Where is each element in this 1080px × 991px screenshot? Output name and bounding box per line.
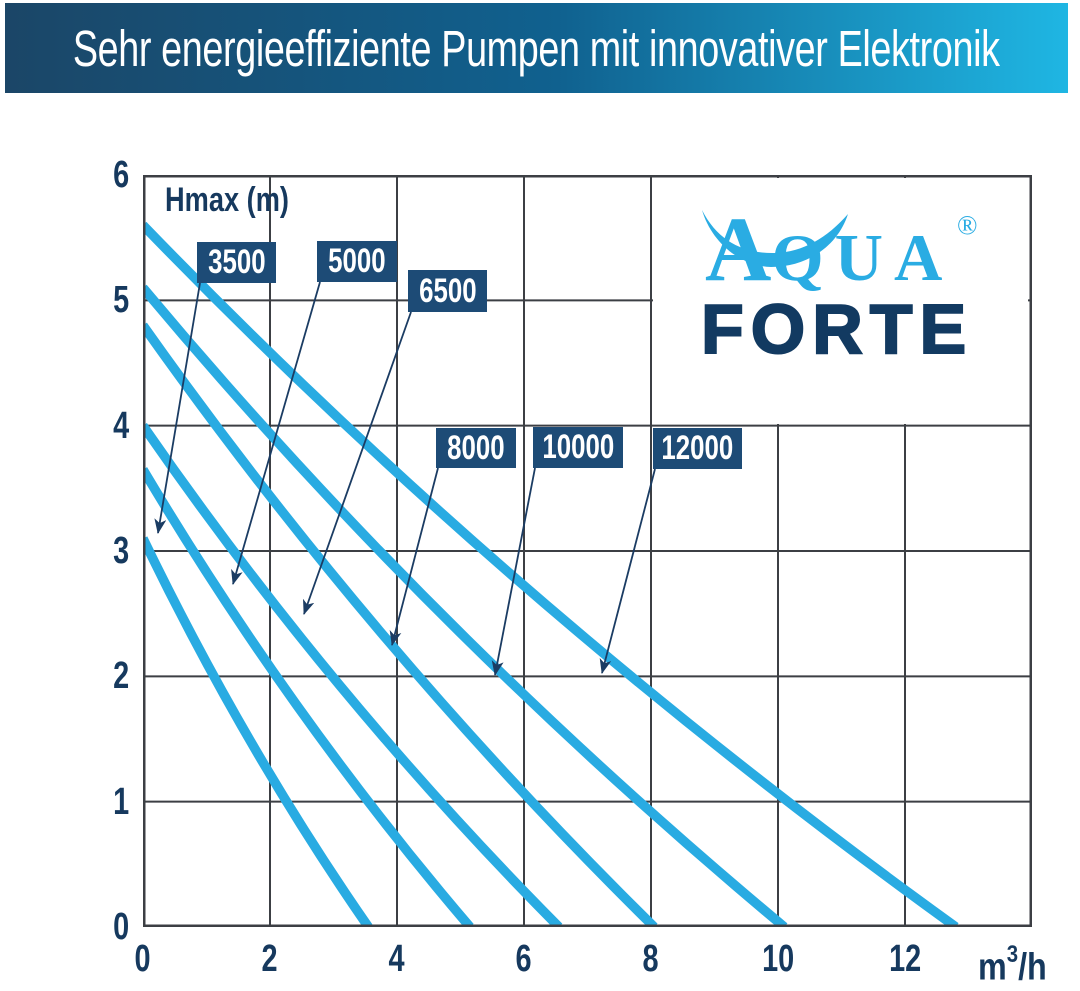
y-tick-0: 0 xyxy=(53,904,129,950)
curve-label-text: 3500 xyxy=(207,243,266,281)
plot-border xyxy=(143,175,1032,927)
x-tick-8: 8 xyxy=(611,936,691,982)
pump-curve-12000 xyxy=(143,221,959,927)
registered-trademark-icon: ® xyxy=(957,210,978,240)
x-tick-2: 2 xyxy=(230,936,310,982)
logo-background-mask xyxy=(653,178,1028,424)
y-tick-6: 6 xyxy=(53,152,129,198)
chart-canvas xyxy=(143,175,1032,927)
pump-curve-5000 xyxy=(143,467,474,927)
x-tick-text: 0 xyxy=(134,938,152,980)
leader-line-5000 xyxy=(231,281,321,585)
y-tick-text: 5 xyxy=(112,279,129,322)
x-tick-text: 4 xyxy=(388,938,406,980)
pump-curve-6500 xyxy=(143,422,563,927)
x-tick-text: 2 xyxy=(261,938,279,980)
title-banner: Sehr energieeffiziente Pumpen mit innova… xyxy=(5,3,1068,93)
curve-label-text: 10000 xyxy=(542,428,614,466)
label-leader-lines xyxy=(154,281,656,676)
pump-performance-chart: Hmax (m) AQUA ® FORTE 3500 5000 6500 8000 10… xyxy=(143,175,1032,927)
leader-line-8000 xyxy=(389,467,439,646)
y-tick-4: 4 xyxy=(53,403,129,449)
curve-label-text: 6500 xyxy=(418,271,477,310)
curve-label-6500: 6500 xyxy=(408,270,487,312)
x-tick-12: 12 xyxy=(865,936,945,982)
leader-line-6500 xyxy=(303,311,412,615)
banner-title-text: Sehr energieeffiziente Pumpen mit innova… xyxy=(73,19,1000,77)
curve-label-5000: 5000 xyxy=(317,241,397,282)
y-tick-text: 2 xyxy=(112,655,129,698)
x-tick-4: 4 xyxy=(357,936,437,982)
y-axis-title: Hmax (m) xyxy=(165,181,289,219)
pump-curve-10000 xyxy=(143,284,788,927)
x-tick-10: 10 xyxy=(738,936,818,982)
leader-line-10000 xyxy=(491,467,536,676)
curve-label-3500: 3500 xyxy=(197,242,276,283)
y-tick-3: 3 xyxy=(53,528,129,574)
x-tick-text: 10 xyxy=(761,938,795,980)
y-tick-text: 3 xyxy=(112,530,129,572)
x-tick-0: 0 xyxy=(103,936,183,982)
pump-curves xyxy=(143,221,959,927)
curve-label-text: 8000 xyxy=(447,428,505,467)
curve-label-12000: 12000 xyxy=(653,428,742,469)
curve-label-8000: 8000 xyxy=(436,428,516,468)
y-tick-5: 5 xyxy=(53,277,129,323)
curve-label-10000: 10000 xyxy=(533,427,623,468)
leader-line-12000 xyxy=(599,468,656,674)
y-tick-text: 1 xyxy=(112,780,129,823)
wave-swoosh-icon xyxy=(702,210,848,267)
logo-forte-text: FORTE xyxy=(700,290,974,368)
y-tick-text: 6 xyxy=(112,154,129,196)
curve-label-text: 12000 xyxy=(661,429,734,467)
y-tick-text: 4 xyxy=(112,404,129,447)
y-tick-text: 0 xyxy=(112,906,129,948)
y-tick-2: 2 xyxy=(53,653,129,699)
pump-curve-3500 xyxy=(143,536,373,927)
y-tick-1: 1 xyxy=(53,779,129,825)
x-axis-unit-label: m3/h xyxy=(978,941,1047,989)
curve-label-text: 5000 xyxy=(328,242,386,280)
leader-line-3500 xyxy=(154,282,201,534)
x-tick-text: 12 xyxy=(888,938,922,980)
aquaforte-logo: AQUA ® FORTE xyxy=(699,198,1011,374)
pump-curve-8000 xyxy=(143,322,658,927)
x-tick-text: 6 xyxy=(515,938,533,980)
x-tick-text: 8 xyxy=(642,938,660,980)
x-tick-6: 6 xyxy=(484,936,564,982)
